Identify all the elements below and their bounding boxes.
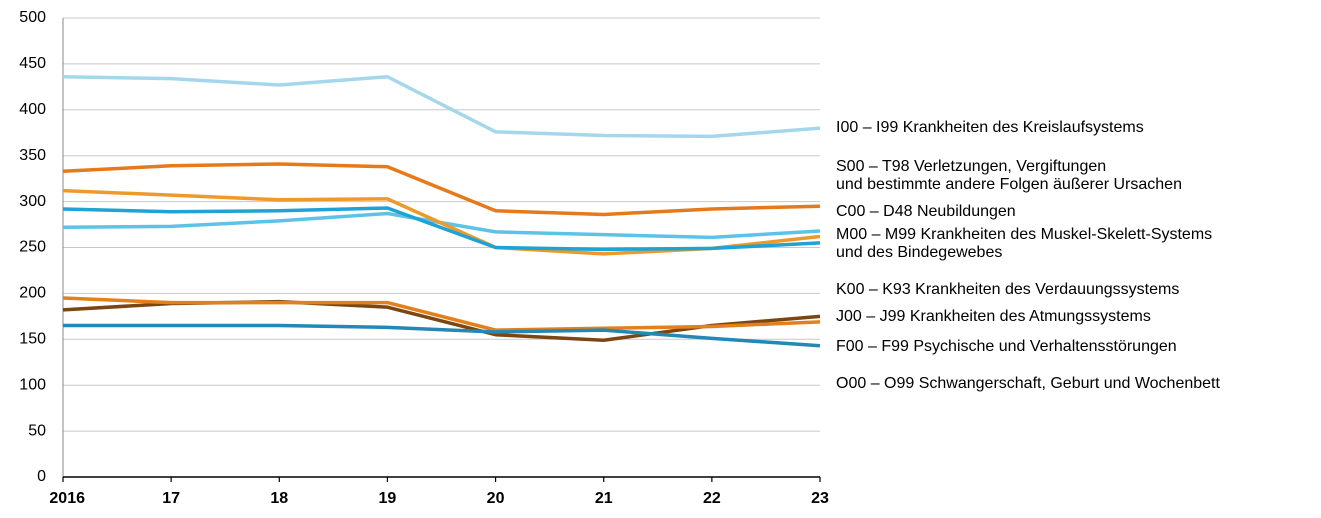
series-line [62,299,821,342]
series-label: O00 – O99 Schwangerschaft, Geburt und Wo… [836,375,1220,392]
series-label: F00 – F99 Psychische und Verhaltensstöru… [836,338,1177,355]
y-tick-label: 400 [19,101,46,118]
y-tick-label: 500 [19,9,46,26]
series-label: K00 – K93 Krankheiten des Verdauungssyst… [836,281,1179,298]
y-tick-label: 0 [37,468,46,485]
y-tick-label: 350 [19,147,46,164]
series-line [62,211,821,240]
x-tick-label: 2016 [49,490,85,507]
series-line [62,296,821,332]
y-tick-label: 250 [19,239,46,256]
series-line [62,75,821,139]
y-tick-label: 200 [19,285,46,302]
x-tick-label: 20 [487,490,505,507]
x-tick-label: 17 [162,490,180,507]
y-tick-label: 50 [28,422,46,439]
series-label: M00 – M99 Krankheiten des Muskel-Skelett… [836,226,1212,261]
x-tick-label: 22 [703,490,721,507]
series-label: C00 – D48 Neubildungen [836,203,1016,220]
x-tick-label: 19 [379,490,397,507]
series-line [62,188,821,256]
series-label: S00 – T98 Verletzungen, Vergiftungen und … [836,158,1182,193]
x-tick-label: 23 [811,490,829,507]
series-line [63,323,821,348]
x-tick-label: 18 [270,490,288,507]
series-label: J00 – J99 Krankheiten des Atmungssystems [836,308,1151,325]
series-line [62,206,821,252]
y-tick-label: 150 [19,331,46,348]
y-tick-label: 450 [19,55,46,72]
y-tick-label: 100 [19,376,46,393]
x-tick-label: 21 [595,490,613,507]
y-tick-label: 300 [19,193,46,210]
series-line [62,162,821,217]
series-label: I00 – I99 Krankheiten des Kreislaufsyste… [836,119,1144,136]
